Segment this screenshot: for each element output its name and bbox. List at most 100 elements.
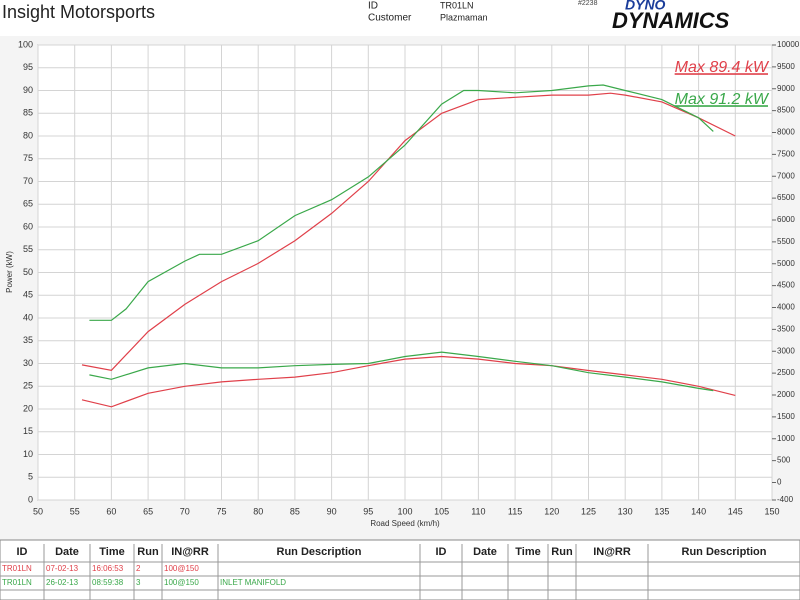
table-header: Run Description xyxy=(682,546,767,558)
header-band xyxy=(0,0,800,36)
logo: DYNO DYNAMICS xyxy=(612,0,730,33)
logo-bottom: DYNAMICS xyxy=(612,8,730,33)
y2-tick-label: 6000 xyxy=(777,215,795,224)
y-tick-label: 40 xyxy=(23,312,33,322)
table-cell: 2 xyxy=(136,564,141,573)
y-tick-label: 85 xyxy=(23,108,33,118)
y-axis-title: Power (kW) xyxy=(5,251,14,293)
y-tick-label: 60 xyxy=(23,221,33,231)
y2-tick-label: 5000 xyxy=(777,259,795,268)
series-line xyxy=(89,84,714,321)
y-tick-label: 70 xyxy=(23,176,33,186)
x-tick-label: 90 xyxy=(327,506,337,516)
x-tick-label: 130 xyxy=(618,506,633,516)
y-tick-label: 100 xyxy=(18,39,33,49)
y2-tick-label: 8500 xyxy=(777,106,795,115)
y2-tick-label: 3000 xyxy=(777,346,795,355)
x-tick-label: 150 xyxy=(764,506,779,516)
table-header: Run Description xyxy=(277,546,362,558)
table-header: Date xyxy=(55,546,79,558)
customer-label: Customer xyxy=(368,13,412,24)
table-cell: 26-02-13 xyxy=(46,578,79,587)
series-line xyxy=(81,355,736,408)
y-tick-label: 65 xyxy=(23,199,33,209)
id-label: ID xyxy=(368,1,378,12)
y-tick-label: 55 xyxy=(23,244,33,254)
y2-tick-label: 0 xyxy=(777,478,782,487)
y2-tick-label: 2500 xyxy=(777,368,795,377)
series-line xyxy=(81,92,736,371)
customer-value: Plazmaman xyxy=(440,12,488,22)
y-tick-label: 5 xyxy=(28,472,33,482)
x-tick-label: 135 xyxy=(654,506,669,516)
y2-tick-label: 6500 xyxy=(777,193,795,202)
table-cell: 07-02-13 xyxy=(46,564,79,573)
table-header: Run xyxy=(551,546,573,558)
y-tick-label: 90 xyxy=(23,85,33,95)
y2-tick-label: -400 xyxy=(777,495,794,504)
max-annotation: Max 89.4 kW xyxy=(675,59,770,76)
y2-tick-label: 3500 xyxy=(777,324,795,333)
x-tick-label: 70 xyxy=(180,506,190,516)
table-cell: INLET MANIFOLD xyxy=(220,578,286,587)
y-tick-label: 50 xyxy=(23,267,33,277)
y2-tick-label: 8000 xyxy=(777,128,795,137)
y2-tick-label: 4500 xyxy=(777,281,795,290)
table-cell: 16:06:53 xyxy=(92,564,124,573)
table-header: Time xyxy=(515,546,540,558)
x-tick-label: 125 xyxy=(581,506,596,516)
table-header: ID xyxy=(17,546,28,558)
table-cell: TR01LN xyxy=(2,578,32,587)
y2-tick-label: 1500 xyxy=(777,412,795,421)
table-cell: 08:59:38 xyxy=(92,578,124,587)
table-header: IN@RR xyxy=(593,546,631,558)
max-annotation: Max 91.2 kW xyxy=(675,91,770,108)
y2-tick-label: 10000 xyxy=(777,40,800,49)
y-tick-label: 35 xyxy=(23,335,33,345)
x-tick-label: 110 xyxy=(471,506,485,516)
x-tick-label: 60 xyxy=(106,506,116,516)
y2-tick-label: 500 xyxy=(777,456,791,465)
x-tick-label: 75 xyxy=(216,506,226,516)
y2-tick-label: 7000 xyxy=(777,171,795,180)
y-tick-label: 30 xyxy=(23,358,33,368)
series-line xyxy=(89,351,714,392)
table-header: ID xyxy=(436,546,447,558)
y-tick-label: 80 xyxy=(23,130,33,140)
table-cell: TR01LN xyxy=(2,564,32,573)
x-tick-label: 55 xyxy=(70,506,80,516)
y2-tick-label: 4000 xyxy=(777,303,795,312)
logo-top: DYNO xyxy=(625,0,666,13)
x-tick-label: 80 xyxy=(253,506,263,516)
y2-tick-label: 2000 xyxy=(777,390,795,399)
y2-tick-label: 5500 xyxy=(777,237,795,246)
table-header: Date xyxy=(473,546,497,558)
y2-tick-label: 9000 xyxy=(777,84,795,93)
x-tick-label: 140 xyxy=(691,506,706,516)
x-tick-label: 105 xyxy=(434,506,449,516)
y-tick-label: 10 xyxy=(23,449,33,459)
y-tick-label: 20 xyxy=(23,403,33,413)
y-tick-label: 75 xyxy=(23,153,33,163)
table-header: Run xyxy=(137,546,159,558)
x-tick-label: 115 xyxy=(508,506,522,516)
x-tick-label: 85 xyxy=(290,506,300,516)
x-tick-label: 65 xyxy=(143,506,153,516)
x-tick-label: 50 xyxy=(33,506,43,516)
id-value: TR01LN xyxy=(440,0,474,10)
y2-tick-label: 1000 xyxy=(777,434,795,443)
x-tick-label: 120 xyxy=(544,506,559,516)
x-tick-label: 95 xyxy=(363,506,373,516)
x-tick-label: 145 xyxy=(728,506,743,516)
x-axis-title: Road Speed (km/h) xyxy=(370,519,440,528)
y-tick-label: 25 xyxy=(23,381,33,391)
y2-tick-label: 9500 xyxy=(777,62,795,71)
table-cell: 100@150 xyxy=(164,564,199,573)
y-tick-label: 45 xyxy=(23,290,33,300)
y-tick-label: 0 xyxy=(28,494,33,504)
table-header: Time xyxy=(99,546,124,558)
table-cell: 100@150 xyxy=(164,578,199,587)
company: Insight Motorsports xyxy=(2,2,155,22)
